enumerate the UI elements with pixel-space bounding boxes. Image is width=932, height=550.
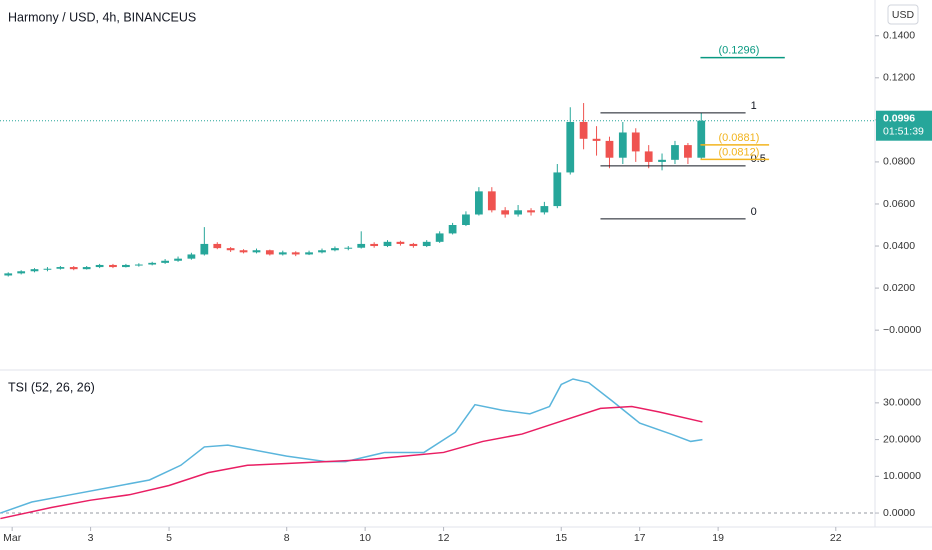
candle-body — [344, 247, 353, 249]
candle-body — [161, 260, 169, 263]
y-tick-label: 0.0400 — [883, 240, 915, 252]
candle-body — [174, 258, 182, 261]
indicator-title: TSI (52, 26, 26) — [8, 380, 95, 394]
price-line-label: (0.0881) — [718, 132, 759, 144]
x-tick-label: 3 — [88, 532, 94, 544]
candle-body — [148, 262, 157, 265]
indicator-line — [0, 378, 703, 514]
y-tick-label: −0.0000 — [883, 324, 921, 336]
candle-body — [43, 268, 52, 270]
y-tick-label: 0.1400 — [883, 30, 915, 42]
fib-label: 0 — [751, 206, 757, 218]
y-tick-label: 0.0600 — [883, 198, 915, 210]
candle-body — [658, 159, 666, 162]
x-tick-label: 22 — [830, 532, 842, 544]
fib-label: 1 — [751, 100, 757, 112]
candle-body — [56, 267, 65, 269]
candle-body — [592, 138, 601, 141]
candle-body — [109, 264, 117, 268]
candle-body — [566, 121, 575, 173]
candle-body — [409, 243, 418, 247]
candle-body — [684, 145, 692, 158]
candle-body — [291, 252, 300, 255]
candle-body — [278, 252, 287, 255]
candle-body — [631, 132, 640, 152]
candle-body — [30, 269, 39, 272]
x-tick-label: 12 — [438, 532, 450, 544]
candle-body — [134, 264, 143, 266]
x-tick-label: 5 — [166, 532, 172, 544]
indicator-line — [0, 405, 703, 520]
y2-tick-label: 10.0000 — [883, 470, 921, 482]
candle-body — [318, 250, 326, 253]
last-price-label: 0.0996 — [883, 112, 915, 124]
candle-body — [448, 225, 457, 234]
candle-body — [474, 191, 483, 215]
candle-body — [226, 248, 235, 251]
currency-label[interactable]: USD — [892, 9, 915, 21]
candle-body — [17, 271, 26, 274]
candle-body — [605, 140, 614, 158]
candle-body — [4, 273, 13, 276]
candle-body — [187, 254, 196, 259]
candle-body — [396, 241, 405, 244]
x-tick-label: 17 — [634, 532, 646, 544]
x-tick-label: 15 — [555, 532, 567, 544]
candle-body — [370, 243, 379, 247]
x-tick-label: 8 — [284, 532, 290, 544]
currency-button[interactable] — [887, 4, 919, 25]
x-tick-label: 19 — [712, 532, 724, 544]
y2-tick-label: 20.0000 — [883, 433, 921, 445]
candle-body — [213, 243, 222, 249]
candle-body — [383, 241, 392, 247]
candle-body — [422, 241, 431, 247]
candle-body — [644, 151, 653, 162]
candle-body — [82, 267, 91, 270]
candle-body — [618, 132, 627, 158]
candle-body — [357, 243, 366, 248]
chart-title: Harmony / USD, 4h, BINANCEUS — [8, 10, 196, 24]
price-line-label: (0.0812) — [718, 146, 759, 158]
price-line-label: (0.1296) — [718, 45, 759, 57]
countdown-label: 01:51:39 — [883, 125, 924, 137]
candle-body — [200, 243, 209, 255]
candle-body — [265, 250, 274, 255]
candle-body — [527, 210, 535, 213]
candle-body — [487, 191, 496, 211]
y-tick-label: 0.0200 — [883, 282, 915, 294]
x-tick-label: 10 — [359, 532, 371, 544]
candle-body — [95, 264, 104, 268]
candle-body — [252, 250, 261, 253]
candle-body — [462, 214, 470, 226]
x-tick-label: Mar — [3, 532, 22, 544]
candle-body — [435, 233, 444, 242]
y2-tick-label: 0.0000 — [883, 507, 915, 519]
candle-body — [540, 206, 549, 213]
candle-body — [239, 250, 248, 253]
y-tick-label: 0.1200 — [883, 72, 915, 84]
candle-body — [69, 267, 78, 270]
candle-body — [501, 210, 510, 215]
candle-body — [579, 121, 588, 139]
last-price-tag — [876, 110, 932, 141]
y-tick-label: 0.0800 — [883, 156, 915, 168]
candle-body — [697, 120, 706, 158]
candle-body — [305, 252, 313, 255]
candle-body — [514, 210, 522, 215]
candle-body — [331, 248, 339, 251]
candle-body — [553, 172, 562, 207]
candle-body — [122, 264, 130, 268]
candle-body — [671, 145, 679, 160]
y2-tick-label: 30.0000 — [883, 397, 921, 409]
